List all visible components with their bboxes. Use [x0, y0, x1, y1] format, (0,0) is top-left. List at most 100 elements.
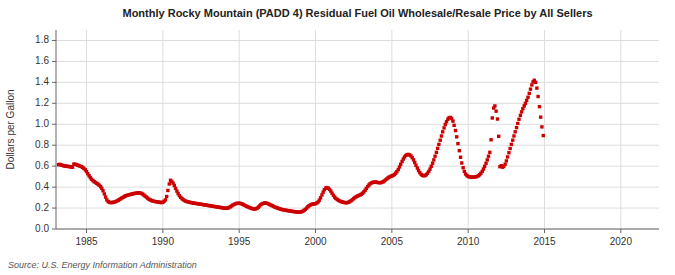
x-tick — [620, 229, 621, 233]
x-tick-label: 2020 — [610, 236, 633, 247]
point — [452, 124, 455, 127]
x-tick-label: 1985 — [75, 236, 98, 247]
point — [432, 158, 435, 161]
point — [516, 122, 519, 125]
point — [484, 162, 487, 165]
points — [57, 79, 545, 214]
x-tick-label: 2015 — [533, 236, 556, 247]
x-tick — [315, 229, 316, 233]
point — [488, 151, 491, 154]
point — [530, 83, 533, 86]
point — [542, 134, 545, 137]
point — [520, 110, 523, 113]
grid — [56, 30, 659, 229]
y-tick-label: 0.6 — [35, 160, 49, 171]
point — [511, 138, 514, 141]
point — [431, 162, 434, 165]
y-grid-line — [56, 124, 659, 125]
point — [534, 81, 537, 84]
y-tick — [52, 229, 56, 230]
y-grid-line — [56, 40, 659, 41]
x-axis-line — [56, 229, 659, 230]
y-tick — [52, 187, 56, 188]
point — [489, 138, 492, 141]
point — [524, 102, 527, 105]
y-tick — [52, 40, 56, 41]
point — [517, 118, 520, 121]
x-grid-line — [620, 30, 621, 229]
x-grid-line — [315, 30, 316, 229]
x-grid-line — [391, 30, 392, 229]
y-tick-label: 0.2 — [35, 202, 49, 213]
x-tick-label: 2010 — [457, 236, 480, 247]
y-tick-label: 1.4 — [35, 76, 49, 87]
y-grid-line — [56, 229, 659, 230]
point — [505, 159, 508, 162]
point — [525, 99, 528, 102]
point — [540, 125, 543, 128]
y-tick-label: 1.2 — [35, 97, 49, 108]
x-tick-label: 2000 — [304, 236, 327, 247]
point — [515, 126, 518, 129]
point — [486, 158, 489, 161]
point — [497, 135, 500, 138]
point — [503, 163, 506, 166]
y-tick — [52, 208, 56, 209]
point — [166, 189, 169, 192]
y-tick — [52, 61, 56, 62]
point — [441, 130, 444, 133]
point — [456, 142, 459, 145]
point — [439, 138, 442, 141]
point — [164, 198, 167, 201]
point — [459, 156, 462, 159]
point — [455, 135, 458, 138]
x-grid-line — [162, 30, 163, 229]
point — [526, 96, 529, 99]
point — [510, 143, 513, 146]
point — [440, 134, 443, 137]
y-tick-label: 0.8 — [35, 139, 49, 150]
point — [437, 143, 440, 146]
title: Monthly Rocky Mountain (PADD 4) Residual… — [122, 7, 592, 19]
point — [487, 155, 490, 158]
y-tick — [52, 145, 56, 146]
point — [451, 119, 454, 122]
x-tick-label: 1990 — [152, 236, 175, 247]
point — [508, 147, 511, 150]
x-tick — [468, 229, 469, 233]
x-tick — [239, 229, 240, 233]
y-tick-label: 0.0 — [35, 223, 49, 234]
point — [507, 151, 510, 154]
point — [519, 114, 522, 117]
y-grid-line — [56, 61, 659, 62]
point — [71, 166, 74, 169]
x-tick — [162, 229, 163, 233]
point — [435, 151, 438, 154]
y-tick — [52, 124, 56, 125]
point — [536, 95, 539, 98]
point — [430, 165, 433, 168]
y-tick-label: 0.4 — [35, 181, 49, 192]
chart: 0.00.20.40.60.81.01.21.41.61.81985199019… — [0, 0, 675, 275]
axes: 0.00.20.40.60.81.01.21.41.61.81985199019… — [35, 30, 659, 247]
x-tick-label: 1995 — [228, 236, 251, 247]
point — [535, 86, 538, 89]
point — [442, 126, 445, 129]
x-grid-line — [468, 30, 469, 229]
y-tick — [52, 166, 56, 167]
y-tick-label: 1.8 — [35, 34, 49, 45]
x-grid-line — [239, 30, 240, 229]
point — [493, 104, 496, 107]
point — [529, 87, 532, 90]
y-grid-line — [56, 103, 659, 104]
point — [103, 192, 106, 195]
y-axis-line — [56, 30, 57, 229]
x-tick — [86, 229, 87, 233]
source: Source: U.S. Energy Information Administ… — [8, 260, 197, 270]
y-axis-label: Dollars per Gallon — [5, 89, 16, 169]
point — [101, 189, 104, 192]
point — [494, 109, 497, 112]
y-grid-line — [56, 82, 659, 83]
y-tick-label: 1.0 — [35, 118, 49, 129]
point — [433, 155, 436, 158]
